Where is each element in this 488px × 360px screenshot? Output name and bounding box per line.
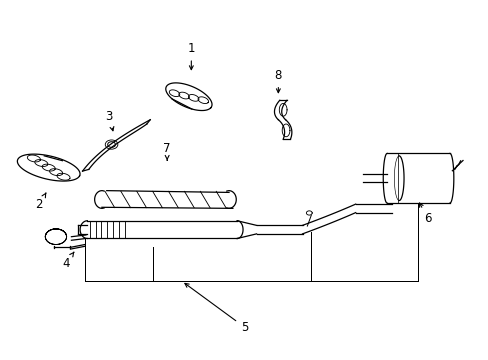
Text: 3: 3 [105, 110, 114, 131]
Text: 6: 6 [419, 203, 431, 225]
Text: 2: 2 [35, 193, 46, 211]
Text: 1: 1 [187, 42, 195, 69]
Text: 7: 7 [163, 141, 170, 160]
Text: 8: 8 [274, 69, 282, 93]
Text: 5: 5 [184, 283, 248, 334]
Text: 4: 4 [62, 252, 74, 270]
